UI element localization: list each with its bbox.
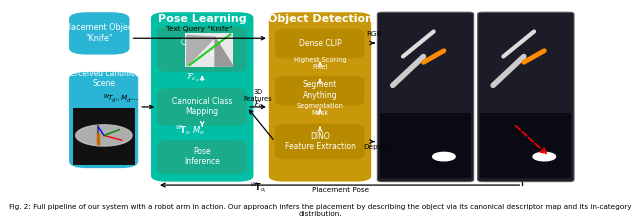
Text: $^W\!T_{d^\prime}, M_{d^\prime}\!\ldots$: $^W\!T_{d^\prime}, M_{d^\prime}\!\ldots$ [102, 93, 138, 105]
FancyBboxPatch shape [275, 124, 365, 159]
Text: Pose
Inference: Pose Inference [184, 146, 220, 166]
Text: Pose Learning: Pose Learning [158, 14, 246, 24]
FancyBboxPatch shape [275, 76, 365, 106]
FancyBboxPatch shape [157, 88, 247, 126]
Text: Depth: Depth [364, 144, 385, 150]
FancyBboxPatch shape [157, 27, 247, 72]
Polygon shape [215, 37, 233, 66]
Text: $\mathcal{F}_{c_o}$: $\mathcal{F}_{c_o}$ [186, 71, 200, 84]
Text: $^W\!\mathbf{T}_o\ M_o$: $^W\!\mathbf{T}_o\ M_o$ [175, 123, 205, 137]
FancyBboxPatch shape [269, 12, 371, 182]
FancyBboxPatch shape [480, 113, 572, 178]
Polygon shape [187, 35, 215, 66]
Text: Object Detection: Object Detection [268, 14, 372, 24]
Text: Dense CLIP: Dense CLIP [299, 39, 341, 48]
Text: Cannonical
Features: Cannonical Features [181, 38, 223, 58]
Text: DINO
Feature Extraction: DINO Feature Extraction [285, 132, 355, 151]
Polygon shape [76, 125, 132, 146]
Text: $^W\!\mathbf{T}_{o_i}$: $^W\!\mathbf{T}_{o_i}$ [250, 180, 267, 195]
FancyBboxPatch shape [69, 72, 138, 168]
Text: Segment
Anything: Segment Anything [303, 81, 337, 100]
Text: $\mathcal{F}_o$: $\mathcal{F}_o$ [253, 98, 264, 110]
FancyBboxPatch shape [477, 12, 574, 182]
FancyBboxPatch shape [151, 12, 253, 182]
Text: Highest Scoring
Pixel: Highest Scoring Pixel [294, 57, 346, 70]
Polygon shape [433, 152, 455, 161]
Text: Placement Pose: Placement Pose [312, 187, 369, 193]
Polygon shape [533, 152, 556, 161]
Text: 3D
Features: 3D Features [244, 89, 273, 102]
Text: RGB: RGB [367, 31, 382, 37]
FancyBboxPatch shape [275, 29, 365, 59]
FancyBboxPatch shape [378, 12, 474, 182]
Text: Fig. 2: Full pipeline of our system with a robot arm in action. Our approach inf: Fig. 2: Full pipeline of our system with… [9, 204, 631, 216]
FancyBboxPatch shape [69, 12, 129, 55]
FancyBboxPatch shape [185, 33, 234, 67]
Text: Segmentation
Mask: Segmentation Mask [296, 103, 344, 116]
Text: Text Query "Knife": Text Query "Knife" [166, 26, 233, 32]
FancyBboxPatch shape [380, 113, 471, 178]
Text: Perceived canonical
Scene: Perceived canonical Scene [66, 69, 142, 88]
FancyBboxPatch shape [157, 140, 247, 174]
Text: Placement Object
"Knife": Placement Object "Knife" [63, 23, 135, 43]
FancyBboxPatch shape [73, 108, 134, 165]
Text: Canonical Class
Mapping: Canonical Class Mapping [172, 97, 232, 116]
